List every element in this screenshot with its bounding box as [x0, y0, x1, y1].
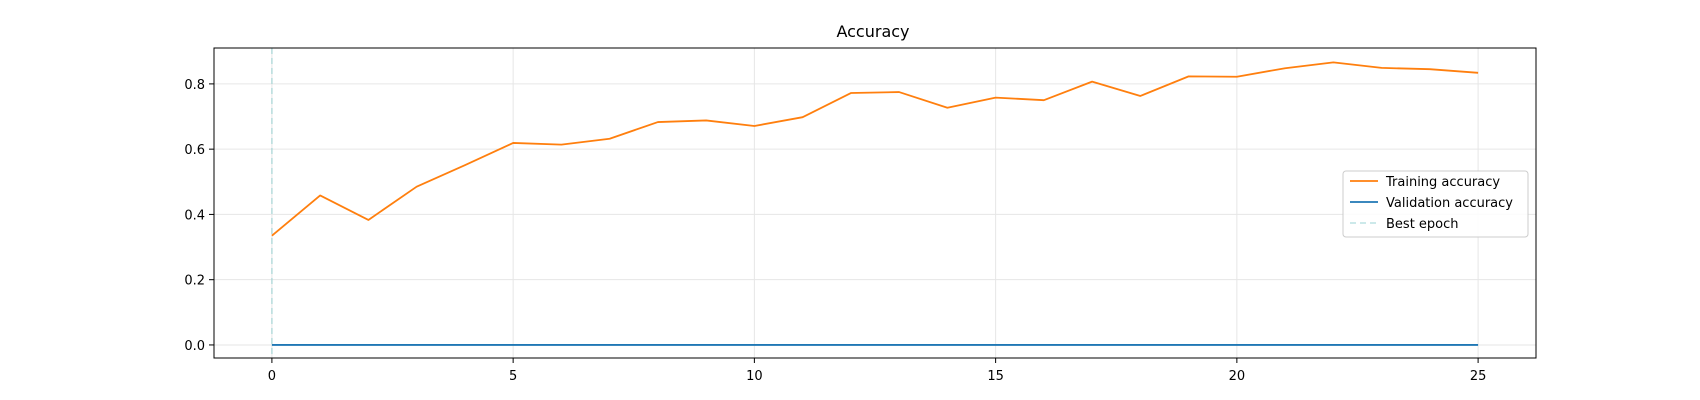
y-tick-label: 0.0	[184, 339, 205, 354]
grid	[214, 48, 1536, 358]
chart-title: Accuracy	[836, 22, 909, 41]
y-tick-label: 0.8	[184, 78, 205, 93]
legend-box	[1342, 170, 1529, 238]
y-tick-label: 0.4	[184, 208, 205, 223]
legend-label-best-epoch: Best epoch	[1386, 217, 1459, 232]
legend-label-validation: Validation accuracy	[1386, 196, 1513, 211]
y-tick-label: 0.2	[184, 274, 205, 289]
x-tick-label: 20	[1229, 369, 1246, 384]
x-tick-label: 25	[1470, 369, 1487, 384]
legend: Training accuracy Validation accuracy Be…	[1342, 170, 1529, 238]
x-tick-label: 15	[987, 369, 1004, 384]
x-tick-label: 10	[746, 369, 763, 384]
y-tick-label: 0.6	[184, 143, 205, 158]
x-tick-label: 5	[509, 369, 517, 384]
axis-ticks: 0 5 10 15 20 25 0.0 0.2 0.4 0.6 0.8	[184, 78, 1486, 384]
series-lines	[271, 61, 1479, 346]
legend-label-training: Training accuracy	[1385, 175, 1500, 190]
plot-frame	[213, 47, 1537, 359]
series-line-training	[271, 61, 1479, 237]
x-tick-label: 0	[268, 369, 276, 384]
